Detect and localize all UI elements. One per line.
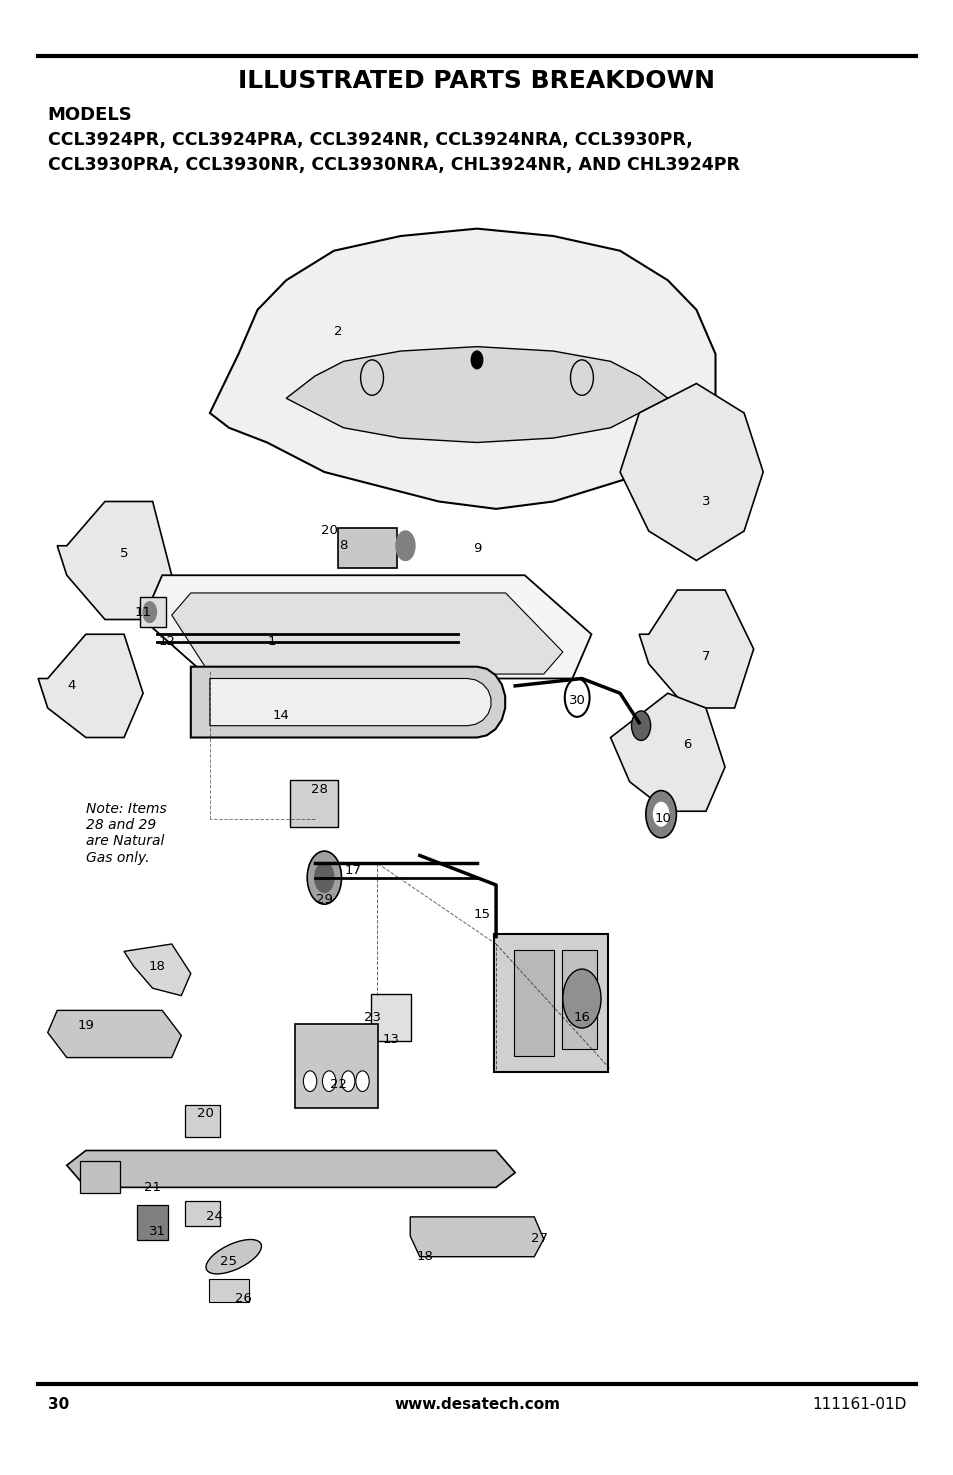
Circle shape [471,351,482,369]
Text: 28: 28 [311,783,328,795]
Circle shape [631,711,650,740]
FancyBboxPatch shape [494,934,607,1072]
Text: 15: 15 [473,909,490,920]
FancyBboxPatch shape [209,1279,249,1302]
FancyBboxPatch shape [185,1201,220,1226]
Text: CCL3924PR, CCL3924PRA, CCL3924NR, CCL3924NRA, CCL3930PR,: CCL3924PR, CCL3924PRA, CCL3924NR, CCL392… [48,131,692,149]
Text: 25: 25 [220,1255,237,1267]
Text: 5: 5 [120,547,128,559]
Polygon shape [67,1150,515,1187]
Text: 8: 8 [339,540,347,552]
Text: 30: 30 [48,1397,69,1412]
Circle shape [322,1071,335,1092]
FancyBboxPatch shape [561,950,597,1049]
Text: 22: 22 [330,1078,347,1090]
FancyBboxPatch shape [371,994,411,1041]
Text: 30: 30 [568,695,585,707]
Polygon shape [143,575,591,678]
FancyBboxPatch shape [290,780,337,827]
Circle shape [562,969,600,1028]
Text: 12: 12 [158,636,175,648]
Text: 20: 20 [320,525,337,537]
Text: 17: 17 [344,864,361,876]
Text: 6: 6 [682,739,690,751]
FancyBboxPatch shape [294,1024,377,1108]
Text: 20: 20 [196,1108,213,1120]
FancyBboxPatch shape [137,1205,168,1240]
Text: 7: 7 [701,650,709,662]
Text: 26: 26 [234,1292,252,1304]
Polygon shape [210,678,491,726]
Circle shape [564,678,589,717]
Polygon shape [191,667,505,738]
FancyBboxPatch shape [337,528,396,568]
Circle shape [341,1071,355,1092]
Text: 11: 11 [134,606,152,618]
Polygon shape [619,384,762,560]
Circle shape [143,602,156,622]
Text: CCL3930PRA, CCL3930NR, CCL3930NRA, CHL3924NR, AND CHL3924PR: CCL3930PRA, CCL3930NR, CCL3930NRA, CHL39… [48,156,739,174]
Circle shape [303,1071,316,1092]
Ellipse shape [206,1239,261,1274]
Text: 23: 23 [363,1012,380,1024]
Polygon shape [48,1010,181,1058]
Polygon shape [286,347,667,442]
Circle shape [653,802,668,826]
Text: ILLUSTRATED PARTS BREAKDOWN: ILLUSTRATED PARTS BREAKDOWN [238,69,715,93]
Text: 24: 24 [206,1211,223,1223]
Text: 9: 9 [473,543,480,555]
Text: 18: 18 [416,1251,433,1263]
Text: 10: 10 [654,813,671,825]
Text: 29: 29 [315,894,333,906]
Polygon shape [639,590,753,708]
Text: 27: 27 [530,1233,547,1245]
Polygon shape [124,944,191,996]
Text: Note: Items
28 and 29
are Natural
Gas only.: Note: Items 28 and 29 are Natural Gas on… [86,802,167,864]
Text: 2: 2 [335,326,342,338]
Polygon shape [57,502,172,620]
Circle shape [395,531,415,560]
FancyBboxPatch shape [514,950,554,1056]
FancyBboxPatch shape [80,1161,120,1193]
Text: 16: 16 [573,1012,590,1024]
Text: 18: 18 [149,960,166,972]
Text: 13: 13 [382,1034,399,1046]
Text: www.desatech.com: www.desatech.com [394,1397,559,1412]
Polygon shape [172,593,562,674]
Text: 14: 14 [273,709,290,721]
Text: 3: 3 [701,496,709,507]
Text: MODELS: MODELS [48,106,132,124]
Circle shape [307,851,341,904]
Circle shape [645,791,676,838]
FancyBboxPatch shape [185,1105,220,1137]
Text: 31: 31 [149,1226,166,1238]
FancyBboxPatch shape [140,597,166,627]
Polygon shape [38,634,143,738]
Text: 19: 19 [77,1019,94,1031]
Text: 1: 1 [268,636,275,648]
Polygon shape [610,693,724,811]
Polygon shape [210,229,715,509]
Text: 4: 4 [68,680,75,692]
Polygon shape [410,1217,543,1257]
Text: 111161-01D: 111161-01D [811,1397,905,1412]
Text: 21: 21 [144,1181,161,1193]
Circle shape [314,863,334,892]
Circle shape [355,1071,369,1092]
